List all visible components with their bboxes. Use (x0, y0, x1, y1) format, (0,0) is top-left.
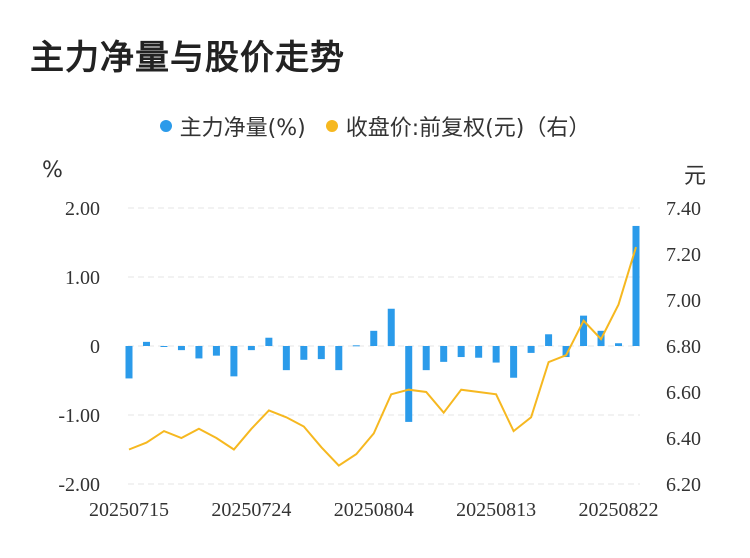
bar-main-net (352, 345, 360, 347)
legend-dot-close-price (325, 120, 338, 132)
x-tick-label: 20250715 (89, 499, 169, 521)
legend-item-main-net[interactable]: 主力净量(%) (159, 110, 306, 142)
legend-dot-main-net (159, 120, 172, 132)
right-tick-label: 7.40 (666, 198, 701, 220)
right-axis-unit: 元 (684, 164, 707, 189)
bar-main-net (370, 330, 378, 346)
bar-main-net (142, 341, 150, 346)
bar-main-net (632, 225, 640, 346)
bar-main-net (125, 346, 133, 379)
legend-label-close-price: 收盘价:前复权(元)（右） (345, 116, 591, 141)
bar-main-net (580, 315, 588, 346)
left-tick-label: -2.00 (58, 474, 100, 496)
bar-main-net (300, 346, 308, 360)
bar-main-net (282, 346, 290, 371)
x-tick-label: 20250724 (211, 499, 291, 521)
bar-main-net (265, 337, 273, 346)
bar-main-net (545, 334, 553, 346)
chart-legend: 主力净量(%) 收盘价:前复权(元)（右） (0, 110, 750, 142)
bar-main-net (422, 346, 430, 371)
bar-main-net (510, 346, 518, 378)
bar-main-net (335, 346, 343, 371)
bar-main-net (177, 346, 185, 351)
bar-main-net (615, 343, 623, 346)
left-tick-label: 0 (90, 336, 100, 358)
right-tick-label: 6.40 (666, 428, 701, 450)
right-tick-label: 6.60 (666, 382, 701, 404)
x-tick-label: 20250822 (579, 499, 659, 521)
bar-main-net (492, 346, 500, 363)
chart-title: 主力净量与股价走势 (30, 38, 345, 78)
bar-main-net (230, 346, 238, 377)
left-tick-label: 2.00 (65, 198, 100, 220)
x-tick-label: 20250813 (456, 499, 536, 521)
bar-main-net (562, 346, 570, 358)
bar-main-net (195, 346, 203, 359)
bar-main-net (475, 346, 483, 358)
bar-main-net (440, 346, 448, 362)
line-close-price (128, 246, 637, 467)
bar-main-net (387, 308, 395, 346)
right-tick-label: 6.80 (666, 336, 701, 358)
bar-main-net (212, 346, 220, 356)
left-axis-unit: % (42, 158, 63, 183)
bar-main-net (247, 346, 255, 351)
x-tick-label: 20250804 (334, 499, 414, 521)
bar-main-net (160, 346, 168, 347)
bar-main-net (527, 346, 535, 353)
right-tick-label: 6.20 (666, 474, 701, 496)
legend-label-main-net: 主力净量(%) (179, 116, 306, 141)
bar-main-net (317, 346, 325, 360)
bar-main-net (457, 346, 465, 358)
legend-item-close-price[interactable]: 收盘价:前复权(元)（右） (325, 110, 591, 142)
right-tick-label: 7.20 (666, 244, 701, 266)
right-tick-label: 7.00 (666, 290, 701, 312)
left-tick-label: 1.00 (65, 267, 100, 289)
bar-main-net (405, 346, 413, 422)
left-tick-label: -1.00 (58, 405, 100, 427)
